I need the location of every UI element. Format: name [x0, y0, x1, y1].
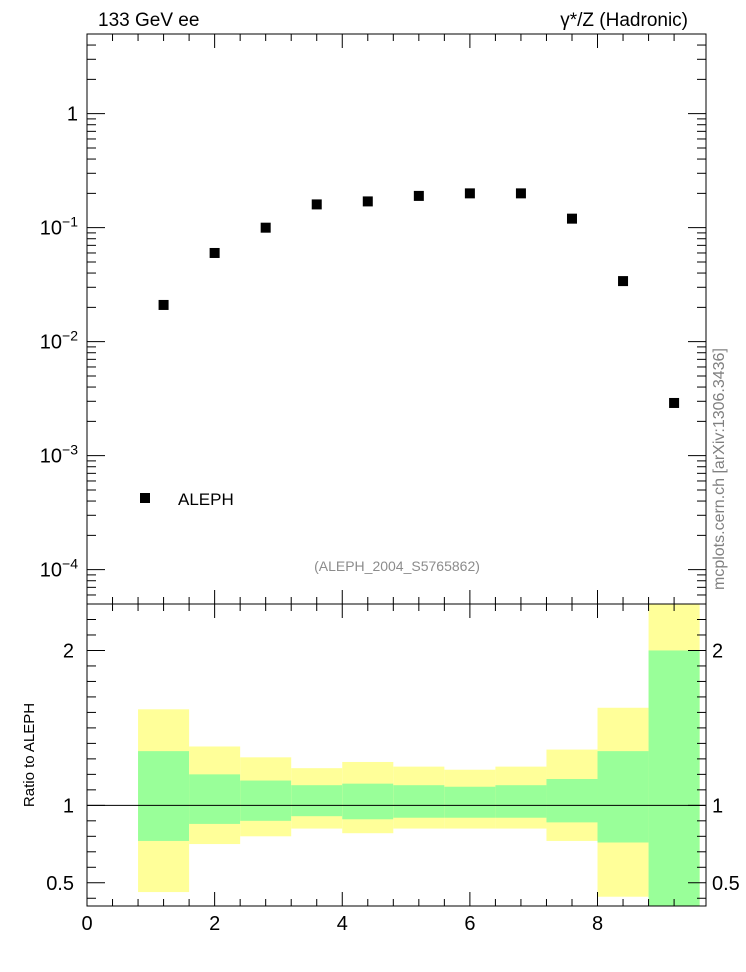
data-points [158, 188, 680, 408]
main-plot-panel: 1 10−1 10−2 10−3 10−4 ALEPH (ALEPH_2004_S576… [40, 33, 707, 605]
inner-band [444, 786, 496, 818]
main-y-tick-labels: 1 10−1 10−2 10−3 10−4 [40, 104, 78, 582]
data-point [362, 196, 373, 207]
energy-label: 133 GeV ee [98, 10, 199, 31]
inner-band [291, 785, 343, 817]
data-point [515, 188, 526, 199]
ratio-y-tick-label-left: 2 [63, 640, 74, 662]
inner-band [138, 751, 190, 841]
x-tick-label: 2 [209, 913, 220, 935]
ratio-y-tick-labels: 0.5 0.5 1 1 2 2 [46, 640, 740, 894]
ratio-y-tick-label-right: 1 [712, 795, 723, 817]
inner-band [342, 783, 394, 820]
analysis-label: (ALEPH_2004_S5765862) [314, 558, 480, 574]
legend-marker [140, 493, 150, 503]
x-tick-label: 6 [464, 913, 475, 935]
data-point [260, 222, 271, 233]
data-point [311, 199, 322, 210]
inner-band [393, 785, 445, 818]
data-point [566, 213, 577, 224]
data-point [618, 276, 629, 287]
ratio-plot-panel: 0.5 0.5 1 1 2 2 0 2 4 6 8 Ratio to ALEPH [21, 603, 740, 935]
inner-band [189, 774, 241, 824]
ratio-y-tick-label-right: 2 [712, 640, 723, 662]
legend-label: ALEPH [178, 490, 234, 509]
ratio-plot-frame [86, 603, 707, 907]
y-tick-label: 10−4 [40, 556, 78, 582]
y-tick-label: 10−3 [40, 442, 78, 468]
y-tick-label: 10−2 [40, 328, 78, 354]
inner-band [495, 785, 547, 818]
x-tick-labels: 0 2 4 6 8 [81, 913, 603, 935]
y-tick-label: 1 [67, 104, 78, 126]
main-plot-frame [86, 33, 707, 605]
x-tick-label: 4 [337, 913, 348, 935]
x-tick-label: 0 [81, 913, 92, 935]
process-label: γ*/Z (Hadronic) [560, 10, 688, 31]
inner-band [597, 751, 649, 843]
ratio-y-tick-label-left: 1 [63, 795, 74, 817]
data-point [669, 397, 680, 408]
uncertainty-bands [138, 604, 700, 906]
ratio-y-tick-label-right: 0.5 [712, 873, 740, 895]
source-label: mcplots.cern.ch [arXiv:1306.3436] [711, 348, 728, 590]
ratio-y-tick-label-left: 0.5 [46, 873, 74, 895]
data-point [413, 190, 424, 201]
ratio-y-axis-label: Ratio to ALEPH [21, 703, 38, 807]
data-point [464, 188, 475, 199]
y-tick-label: 10−1 [40, 214, 78, 240]
x-tick-label: 8 [592, 913, 603, 935]
inner-band [546, 779, 598, 823]
inner-band [648, 650, 700, 906]
main-axis-ticks [86, 33, 706, 605]
data-point [158, 299, 169, 310]
inner-band [240, 780, 292, 821]
data-point [209, 247, 220, 258]
